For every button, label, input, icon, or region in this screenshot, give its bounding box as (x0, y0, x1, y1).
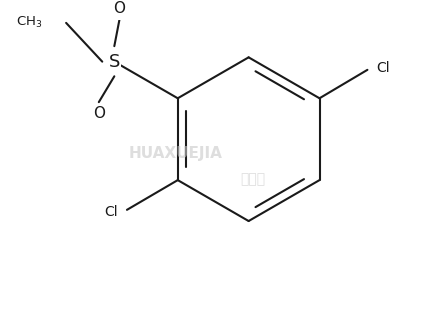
Text: O: O (93, 106, 105, 121)
Text: S: S (108, 53, 120, 71)
Text: Cl: Cl (376, 61, 390, 75)
Text: CH$_3$: CH$_3$ (16, 15, 43, 30)
Text: HUAXUEJIA: HUAXUEJIA (128, 146, 222, 161)
Text: Cl: Cl (104, 205, 118, 219)
Text: 化学加: 化学加 (240, 173, 266, 187)
Text: O: O (114, 1, 125, 16)
